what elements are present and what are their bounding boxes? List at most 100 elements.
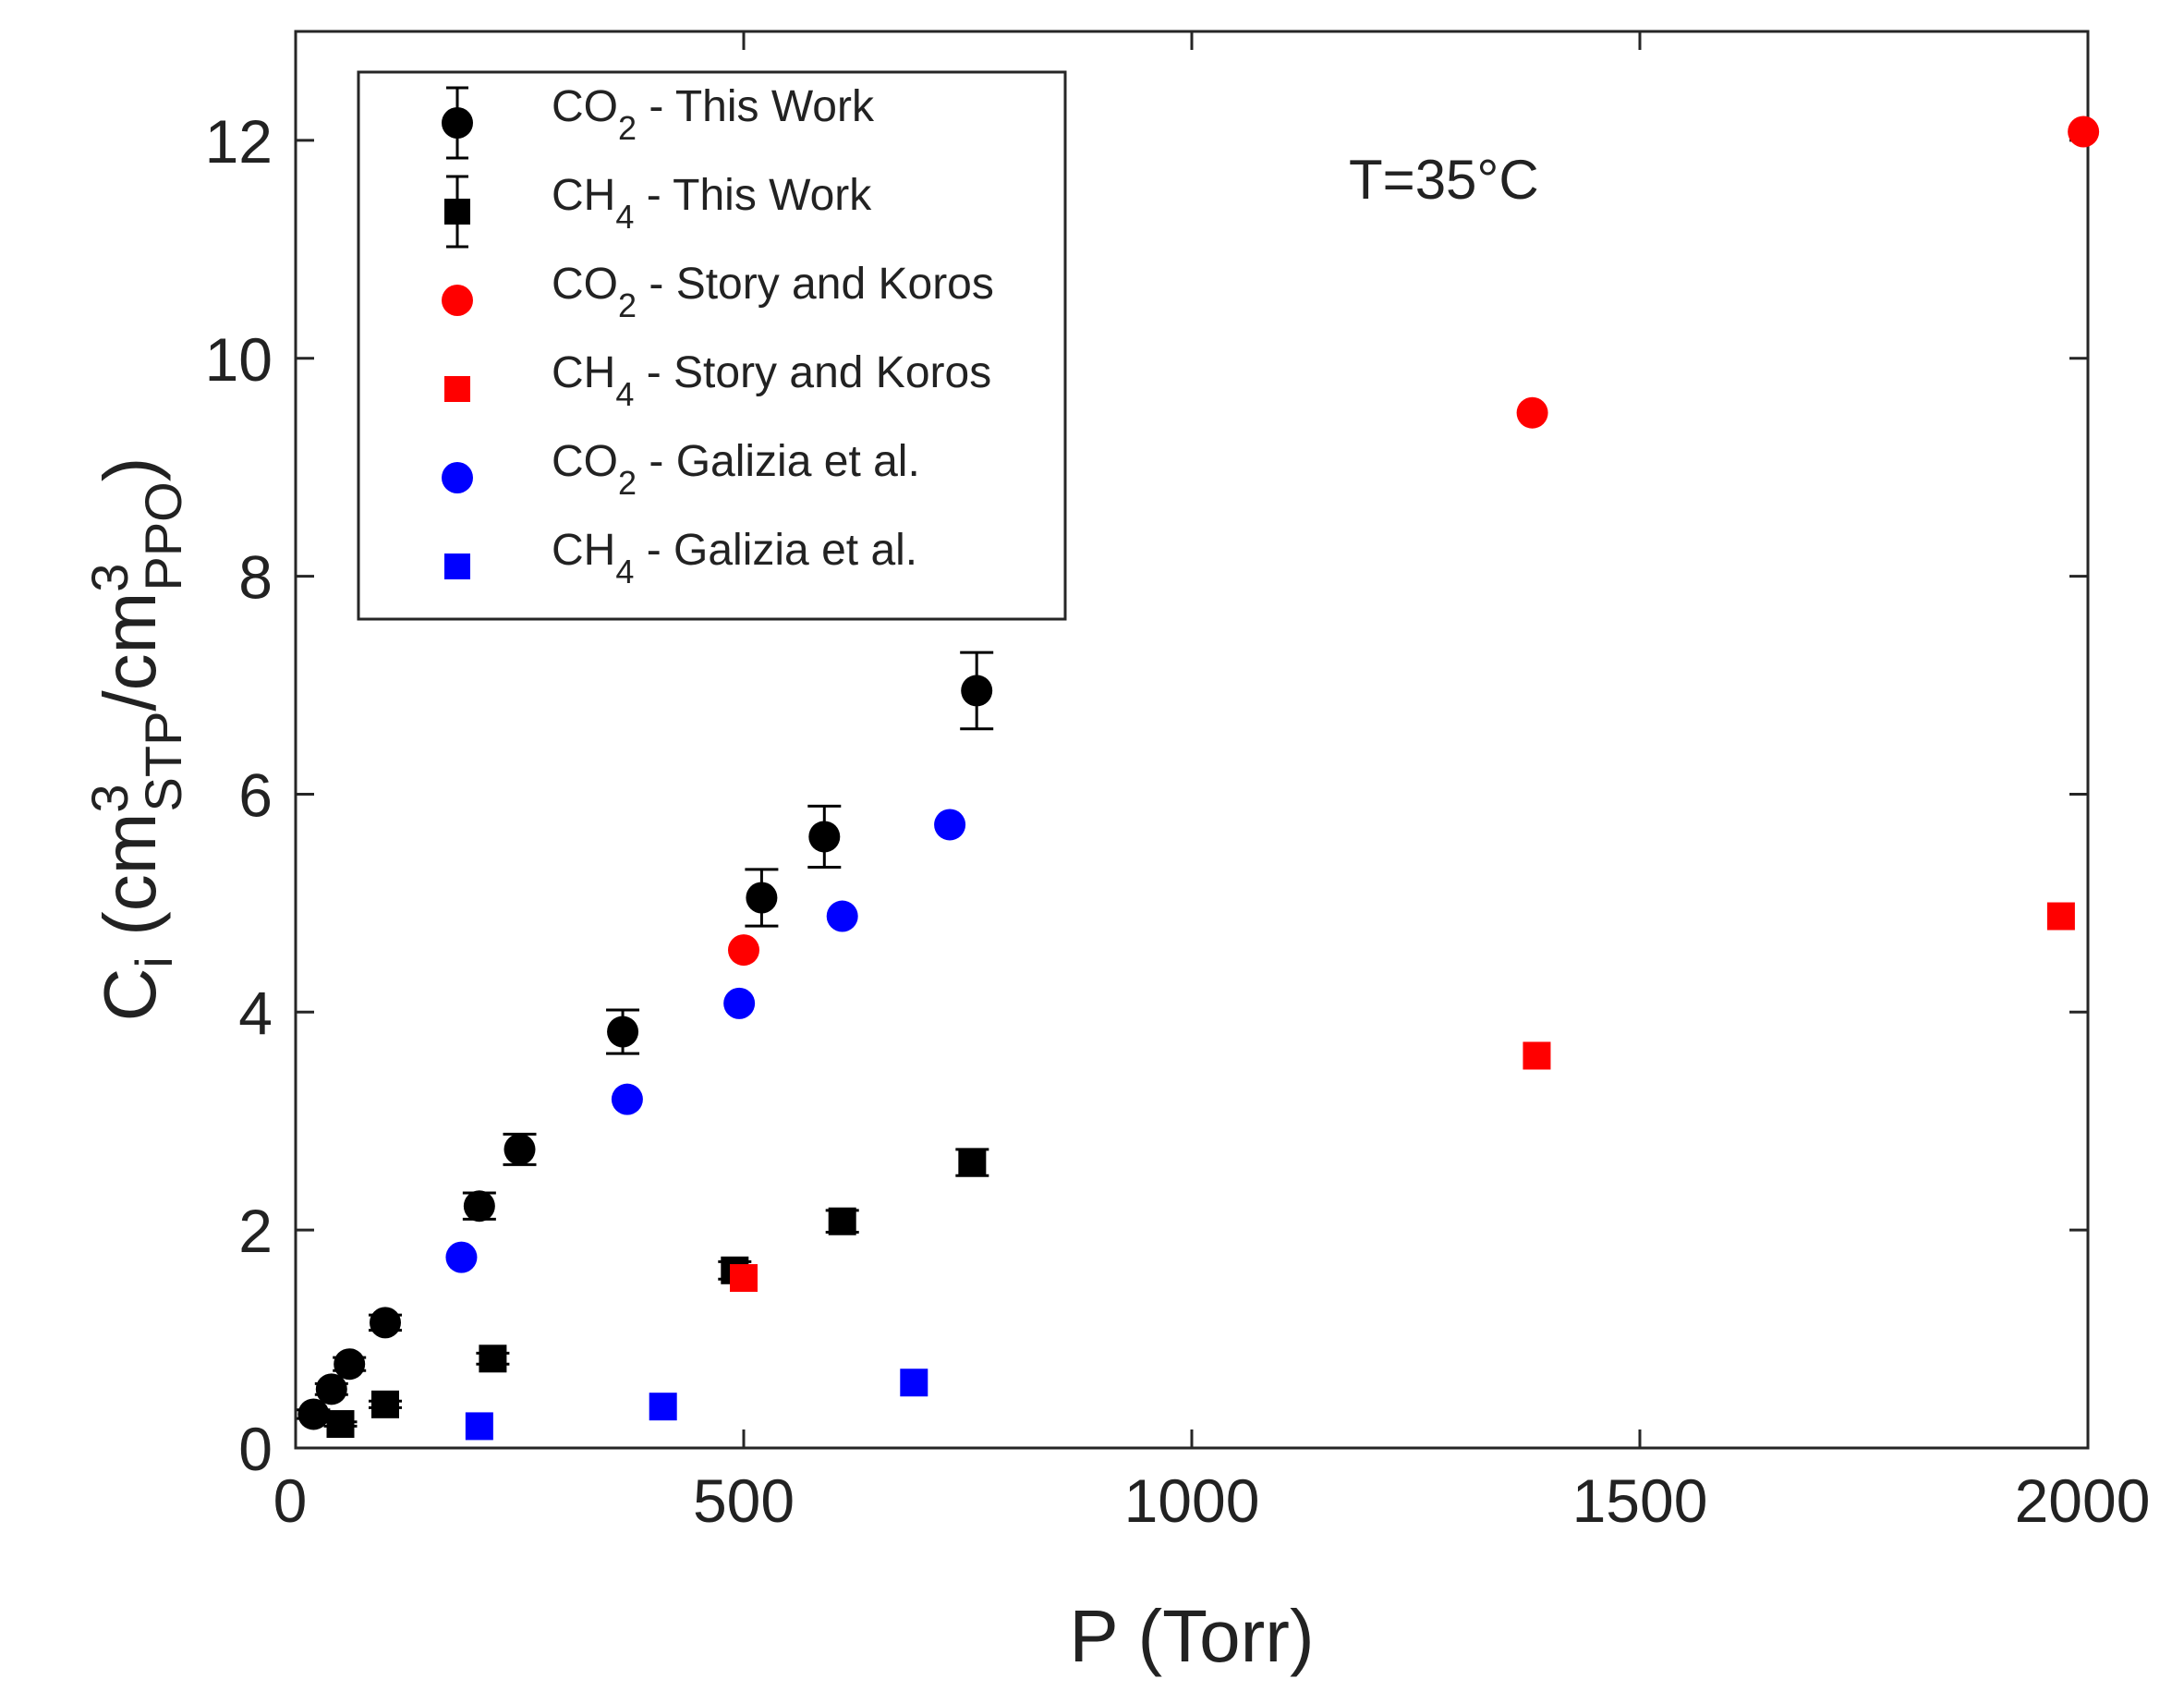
legend-marker bbox=[442, 285, 473, 316]
y-tick-label: 4 bbox=[238, 979, 273, 1047]
y-tick-label: 8 bbox=[238, 543, 273, 612]
series-0 bbox=[297, 651, 994, 1430]
legend-label: CO2 - Galizia et al. bbox=[552, 437, 920, 502]
data-point bbox=[334, 1348, 366, 1381]
legend-label: CH4 - Galizia et al. bbox=[552, 526, 917, 590]
legend-label-formula: CO bbox=[552, 260, 618, 309]
data-point bbox=[607, 1016, 639, 1048]
legend-label-formula: CH bbox=[552, 526, 615, 575]
legend-item: CO2 - This Work bbox=[442, 82, 875, 160]
x-tick-label: 2000 bbox=[2015, 1466, 2151, 1535]
data-point bbox=[900, 1369, 928, 1397]
y-axis-ticks bbox=[296, 139, 2088, 1450]
data-point bbox=[934, 809, 966, 841]
legend-item: CH4 - Story and Koros bbox=[444, 348, 991, 413]
data-point bbox=[2068, 116, 2100, 148]
x-tick-label: 0 bbox=[273, 1466, 308, 1535]
y-axis-title-mid: /cm bbox=[89, 592, 171, 712]
data-point bbox=[611, 1083, 643, 1115]
data-point bbox=[2046, 902, 2075, 931]
legend-label-source: - Story and Koros bbox=[634, 348, 991, 397]
legend-label-source: - This Work bbox=[634, 171, 872, 220]
y-tick-label: 2 bbox=[238, 1197, 273, 1265]
x-axis-ticks bbox=[294, 31, 2090, 1448]
data-point bbox=[445, 1241, 478, 1273]
legend-label-source: - Story and Koros bbox=[637, 260, 994, 309]
legend-item: CO2 - Galizia et al. bbox=[442, 437, 920, 502]
data-point bbox=[649, 1393, 677, 1421]
y-tick-label: 12 bbox=[205, 107, 273, 176]
legend-label-source: - Galizia et al. bbox=[637, 437, 920, 486]
legend-label-subscript: 4 bbox=[615, 553, 634, 590]
x-axis-tick-labels: 0 500 1000 1500 2000 bbox=[273, 1466, 2151, 1535]
y-tick-label: 10 bbox=[205, 325, 273, 394]
data-point bbox=[326, 1410, 355, 1439]
legend-label-subscript: 2 bbox=[618, 464, 637, 502]
legend-box bbox=[357, 70, 1067, 621]
data-point bbox=[723, 987, 756, 1019]
data-point bbox=[958, 1149, 987, 1177]
y-axis-title-open: (cm bbox=[89, 813, 171, 957]
legend-item: CH4 - This Work bbox=[444, 171, 872, 249]
data-point bbox=[297, 1398, 330, 1430]
data-point bbox=[1516, 396, 1548, 429]
legend-marker bbox=[444, 376, 470, 402]
y-tick-label: 0 bbox=[238, 1415, 273, 1483]
y-axis-title-sub2: PPO bbox=[134, 481, 192, 590]
legend-label-subscript: 2 bbox=[618, 286, 637, 324]
series-1 bbox=[323, 1148, 989, 1439]
legend-marker bbox=[444, 554, 470, 579]
legend-item: CO2 - Story and Koros bbox=[442, 260, 994, 324]
data-point bbox=[315, 1373, 347, 1405]
data-point bbox=[371, 1390, 399, 1418]
legend-item: CH4 - Galizia et al. bbox=[444, 526, 917, 590]
x-tick-label: 500 bbox=[693, 1466, 795, 1535]
legend-marker bbox=[444, 199, 470, 225]
data-point bbox=[1523, 1041, 1551, 1070]
legend-label-subscript: 4 bbox=[615, 375, 634, 413]
y-axis-title-sup2: 3 bbox=[80, 564, 139, 592]
legend-label-source: - Galizia et al. bbox=[634, 526, 917, 575]
y-axis-tick-labels: 0 2 4 6 8 10 12 bbox=[205, 107, 273, 1483]
series-5 bbox=[465, 1369, 928, 1441]
y-tick-label: 6 bbox=[238, 760, 273, 829]
data-point bbox=[463, 1190, 495, 1223]
legend-label-formula: CH bbox=[552, 171, 615, 220]
y-axis-title-sup1: 3 bbox=[80, 784, 139, 812]
x-axis-title: P (Torr) bbox=[1069, 1595, 1314, 1677]
data-point bbox=[808, 821, 841, 853]
data-point bbox=[746, 882, 778, 914]
data-point bbox=[730, 1264, 758, 1293]
data-point bbox=[828, 1207, 856, 1235]
legend-label-subscript: 4 bbox=[615, 198, 634, 236]
legend-label-formula: CH bbox=[552, 348, 615, 397]
y-axis-title-main: C bbox=[89, 968, 171, 1022]
temperature-annotation: T=35°C bbox=[1349, 149, 1539, 211]
legend-label-source: - This Work bbox=[637, 82, 875, 131]
legend-label: CH4 - Story and Koros bbox=[552, 348, 991, 413]
y-axis-title-main-sub: i bbox=[125, 956, 183, 967]
y-axis-title-sub1: STP bbox=[134, 712, 192, 812]
data-point bbox=[728, 934, 759, 967]
x-tick-label: 1500 bbox=[1572, 1466, 1708, 1535]
legend-label-formula: CO bbox=[552, 437, 618, 486]
y-axis-title-close: ) bbox=[89, 457, 171, 482]
legend-marker bbox=[442, 462, 473, 493]
data-point bbox=[504, 1133, 536, 1165]
data-points bbox=[297, 116, 2100, 1441]
data-point bbox=[465, 1412, 493, 1441]
legend-label-subscript: 2 bbox=[618, 109, 637, 147]
series-3 bbox=[730, 902, 2075, 1293]
data-point bbox=[370, 1307, 401, 1339]
legend-marker bbox=[442, 107, 473, 139]
legend-label: CO2 - This Work bbox=[552, 82, 875, 147]
x-tick-label: 1000 bbox=[1124, 1466, 1260, 1535]
data-point bbox=[479, 1344, 507, 1373]
data-point bbox=[826, 900, 858, 932]
data-point bbox=[961, 675, 993, 707]
y-axis-title: Ci (cm3STP/cm3PPO) bbox=[80, 457, 192, 1022]
legend-label: CH4 - This Work bbox=[552, 171, 872, 236]
